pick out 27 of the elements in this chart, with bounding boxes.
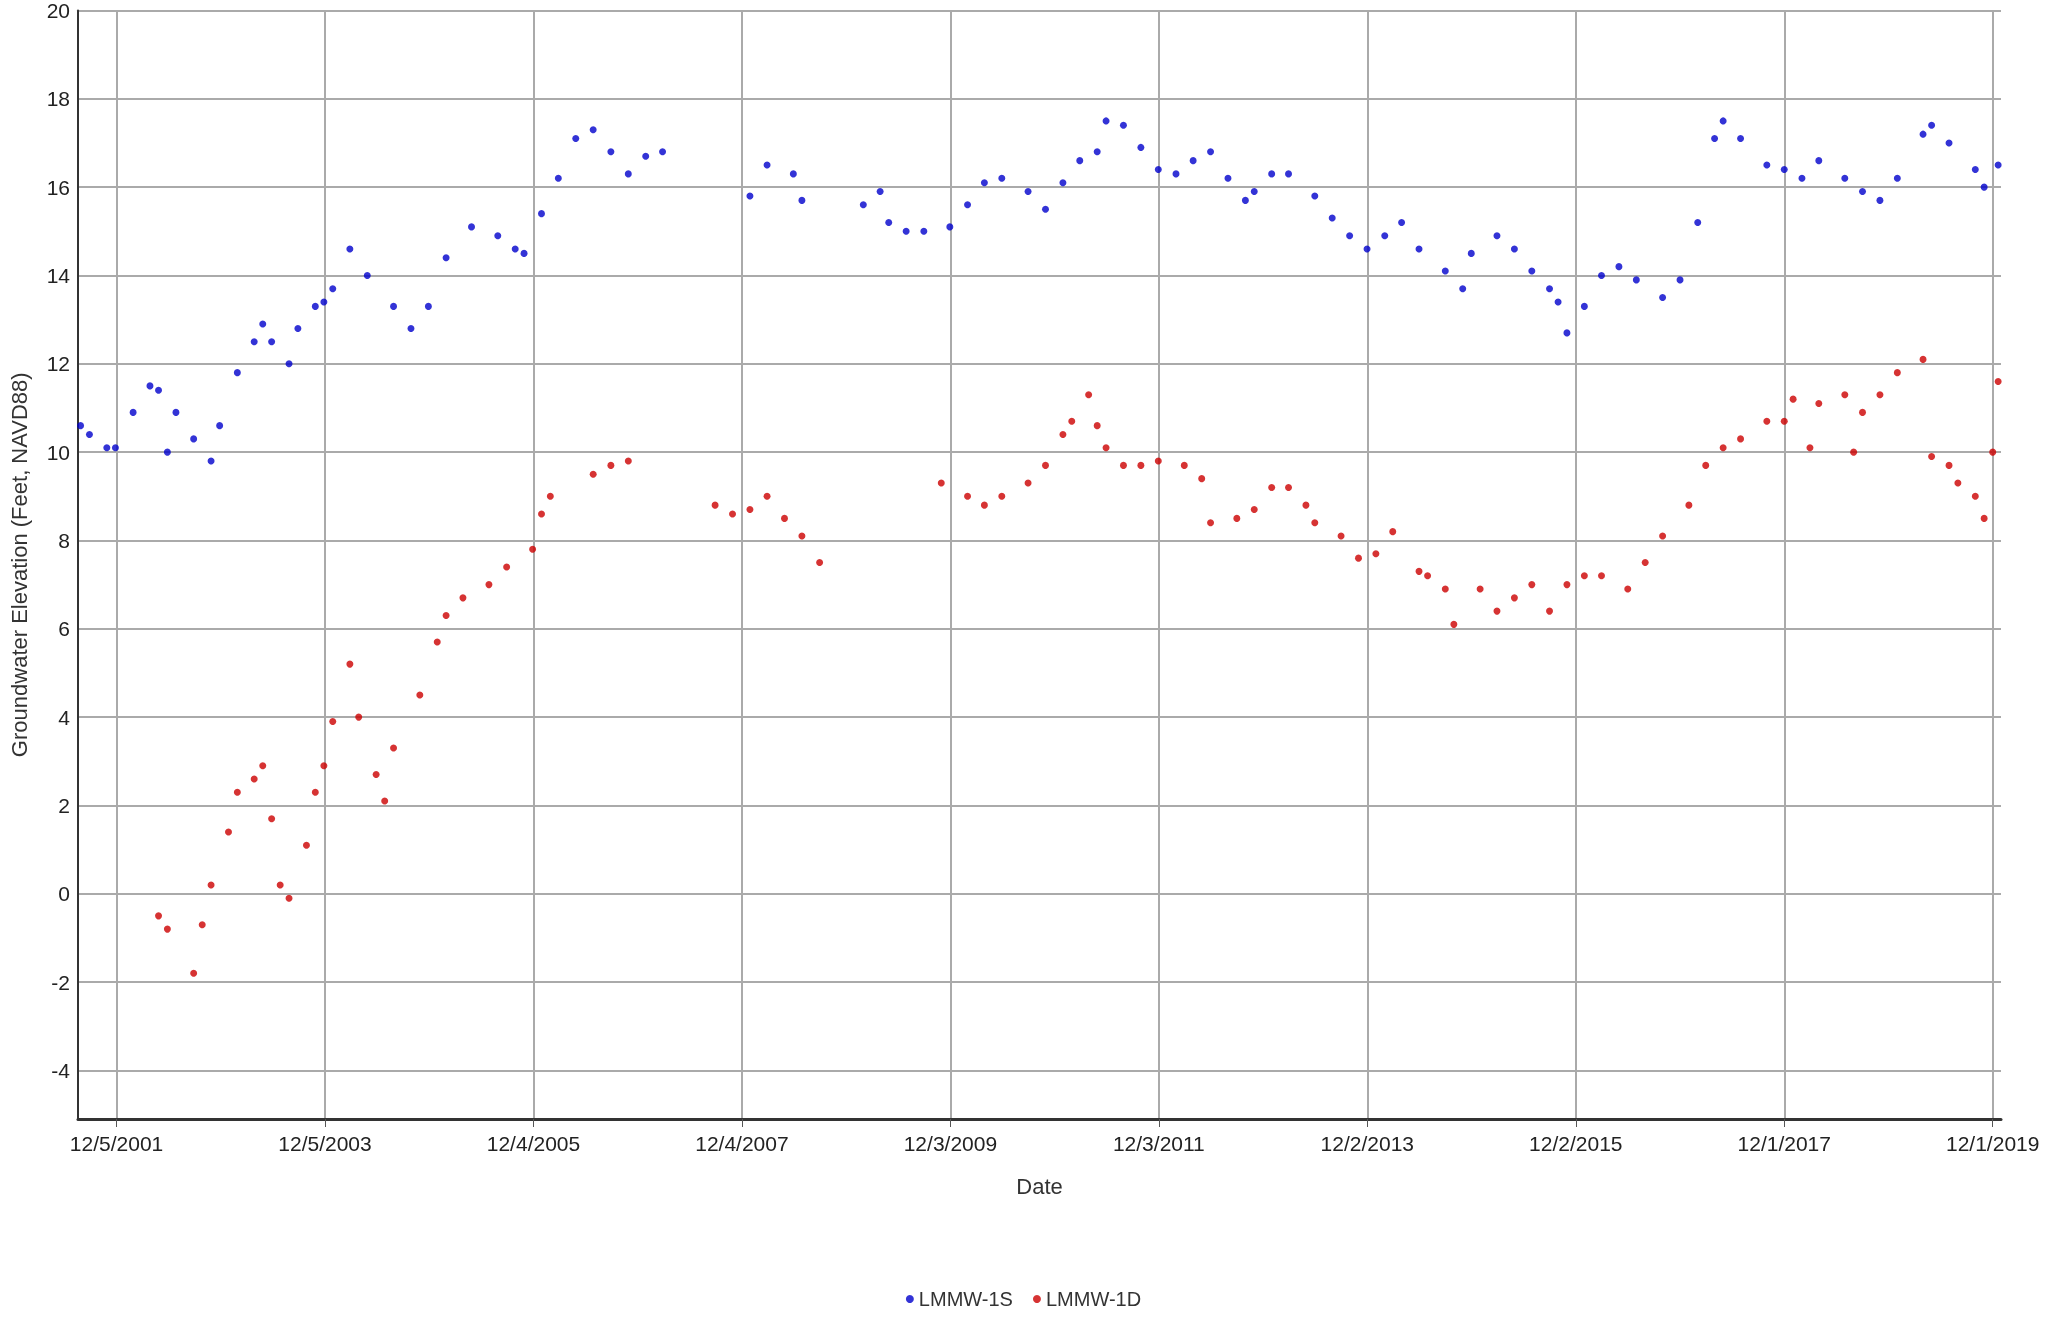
y-tick-label: 4	[58, 705, 71, 729]
y-tick-label: -4	[51, 1058, 71, 1082]
y-tick-label: 0	[58, 882, 70, 906]
x-tick-label: 12/4/2007	[695, 1132, 789, 1155]
y-axis-title: Groundwater Elevation (Feet, NAVD88)	[6, 372, 32, 758]
y-tick-label: 12	[46, 352, 70, 376]
x-tick-label: 12/1/2017	[1737, 1132, 1831, 1155]
x-tick-label: 12/1/2019	[1946, 1132, 2040, 1155]
x-tick-label: 12/3/2009	[903, 1132, 998, 1155]
y-tick-label: 8	[58, 528, 70, 552]
x-tick-label: 12/3/2011	[1112, 1132, 1205, 1155]
y-tick-label: 14	[46, 263, 71, 287]
y-tick-label: 10	[46, 440, 70, 464]
x-tick-label: 12/4/2005	[486, 1132, 581, 1155]
x-tick-label: 12/5/2003	[278, 1132, 372, 1155]
y-tick-label: -2	[51, 970, 70, 994]
y-tick-label: 2	[58, 793, 70, 817]
y-tick-label: 16	[46, 175, 70, 199]
y-tick-label: 20	[46, 0, 70, 22]
legend-label: LMMW-1S	[918, 1288, 1013, 1310]
x-axis-title: Date	[1016, 1173, 1063, 1199]
x-tick-label: 12/2/2015	[1529, 1132, 1623, 1155]
legend-label: LMMW-1D	[1045, 1288, 1142, 1310]
y-tick-label: 18	[46, 87, 70, 111]
y-tick-label: 6	[58, 617, 70, 641]
x-tick-label: 12/5/2001	[69, 1132, 164, 1155]
x-tick-label: 12/2/2013	[1320, 1132, 1415, 1155]
